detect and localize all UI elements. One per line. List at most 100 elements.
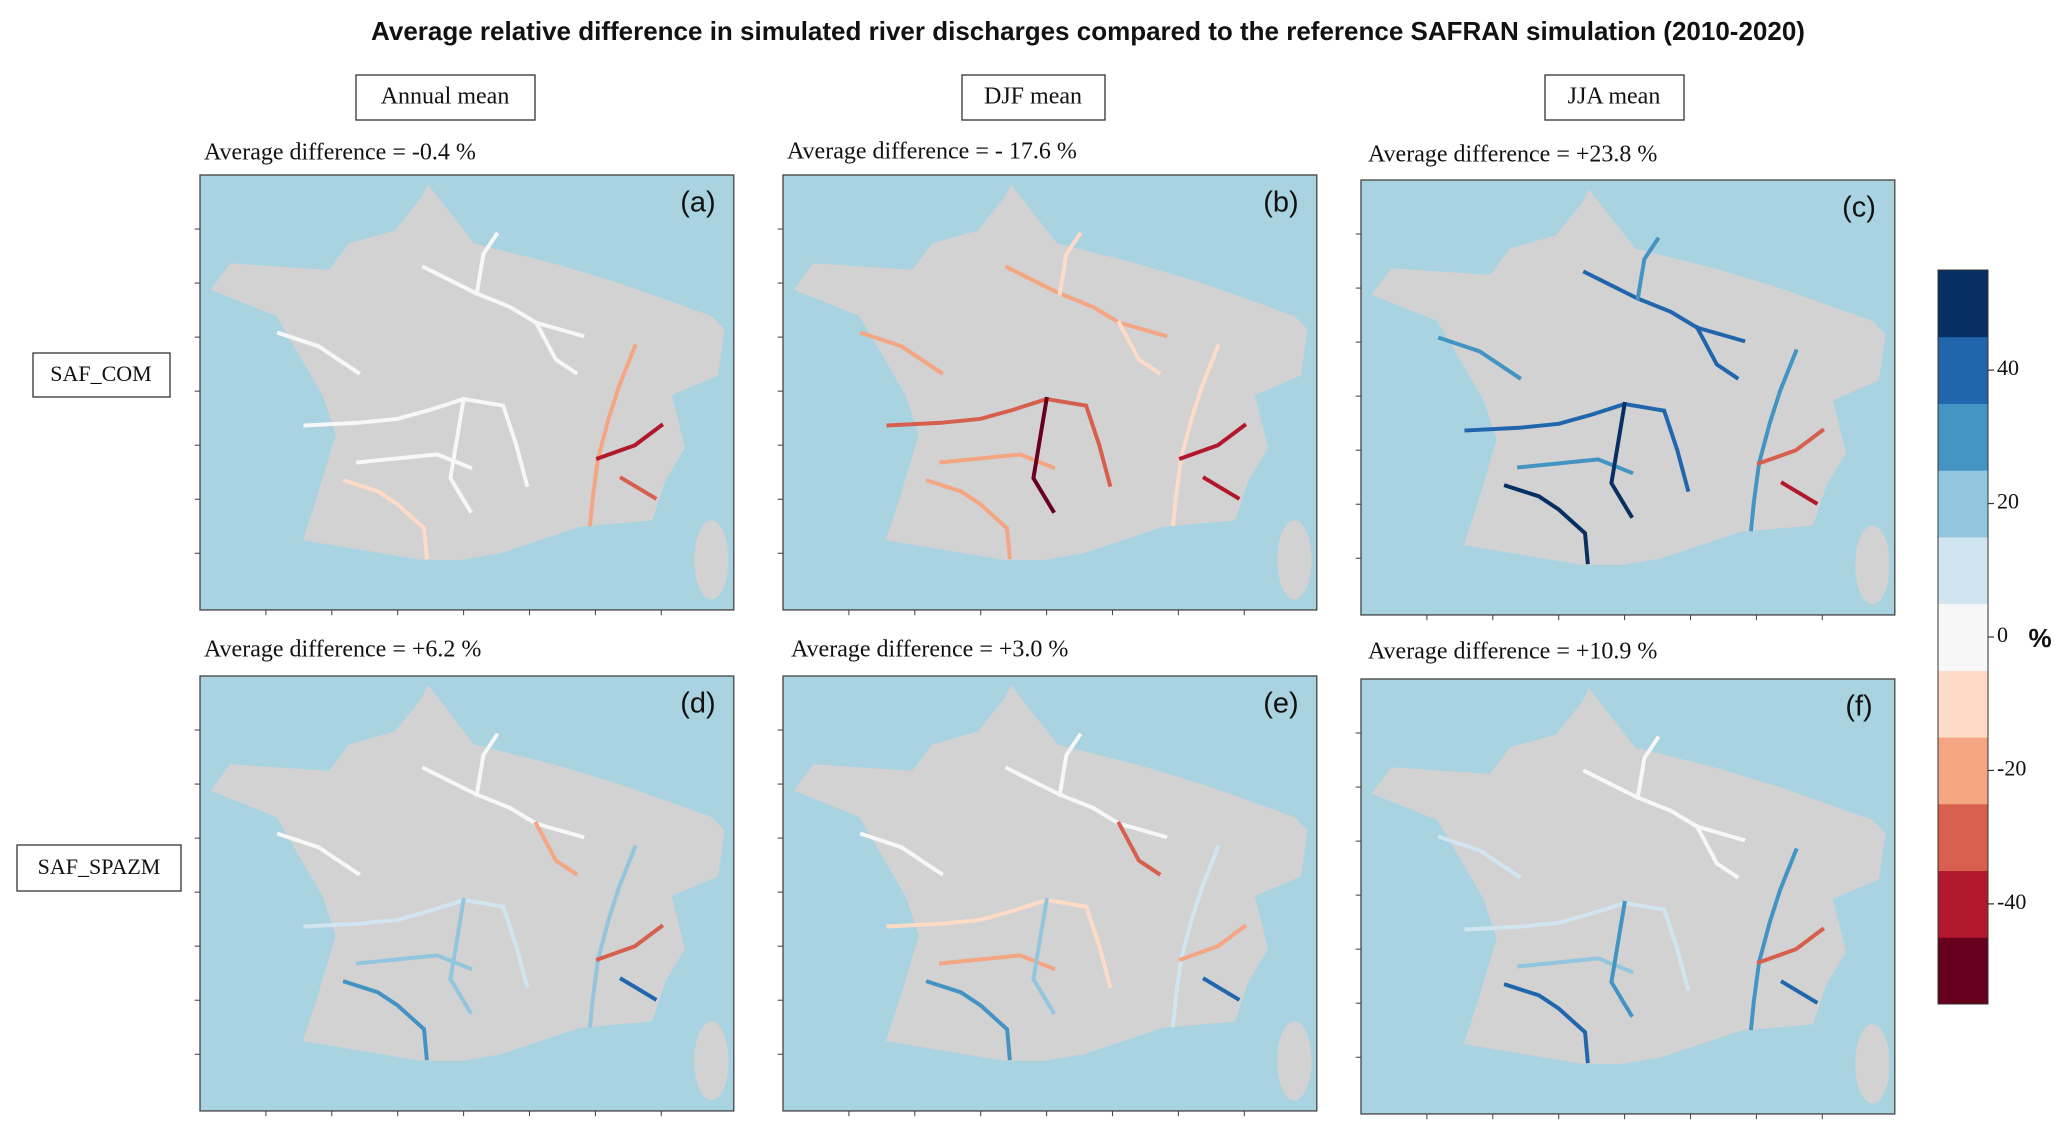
river bbox=[587, 343, 638, 527]
average-difference: Average difference = - 17.6 % bbox=[787, 139, 1077, 165]
panel-label: (e) bbox=[1263, 688, 1298, 720]
column-header: DJF mean bbox=[961, 74, 1106, 121]
colorbar-unit: % bbox=[2028, 623, 2051, 653]
river bbox=[1170, 343, 1221, 527]
river bbox=[1503, 982, 1590, 1064]
panels: Average difference = -0.4 % (a) Average di… bbox=[194, 139, 1896, 1120]
river bbox=[1057, 732, 1083, 797]
map-panel bbox=[777, 675, 1318, 1117]
river bbox=[533, 820, 579, 877]
river bbox=[1464, 901, 1691, 992]
river bbox=[1437, 335, 1522, 381]
colorbar-band bbox=[1938, 737, 1988, 805]
corsica bbox=[694, 1021, 729, 1101]
map-panel bbox=[1355, 678, 1896, 1120]
colorbar-tick-label: 20 bbox=[1997, 489, 2019, 514]
corsica bbox=[1855, 1024, 1890, 1104]
river bbox=[1756, 427, 1826, 466]
river bbox=[533, 319, 579, 376]
river bbox=[421, 264, 585, 339]
river bbox=[474, 732, 500, 797]
panel-label: (d) bbox=[680, 688, 715, 720]
average-difference: Average difference = +23.8 % bbox=[1368, 142, 1657, 168]
panel-label: (b) bbox=[1263, 187, 1298, 219]
colorbar-band bbox=[1938, 803, 1988, 872]
colorbar-band bbox=[1938, 670, 1988, 738]
river bbox=[1694, 324, 1740, 381]
colorbar-band bbox=[1938, 536, 1988, 605]
river bbox=[1031, 897, 1056, 1015]
map-panel bbox=[194, 675, 735, 1117]
map-panel bbox=[194, 174, 735, 616]
river bbox=[276, 831, 361, 877]
colorbar-band bbox=[1938, 403, 1988, 471]
river bbox=[448, 396, 473, 514]
map-panel bbox=[777, 174, 1318, 616]
river bbox=[1202, 976, 1241, 1002]
colorbar-band bbox=[1938, 937, 1988, 1005]
river bbox=[1004, 765, 1168, 840]
river bbox=[1609, 900, 1634, 1018]
river bbox=[1116, 319, 1162, 376]
average-difference: Average difference = +3.0 % bbox=[791, 637, 1068, 663]
river bbox=[1748, 847, 1799, 1031]
river bbox=[421, 765, 585, 840]
river bbox=[1694, 823, 1740, 880]
colorbar-tick-label: 0 bbox=[1997, 622, 2008, 647]
colorbar-band bbox=[1938, 336, 1988, 404]
river bbox=[1116, 820, 1162, 877]
river bbox=[342, 478, 429, 560]
average-difference: Average difference = -0.4 % bbox=[204, 140, 476, 166]
river bbox=[619, 976, 658, 1002]
river bbox=[474, 231, 500, 296]
row-label: SAF_COM bbox=[50, 361, 151, 386]
panel-label: (f) bbox=[1845, 691, 1872, 723]
river bbox=[303, 397, 530, 488]
river bbox=[1780, 979, 1819, 1005]
river bbox=[1609, 401, 1634, 519]
river bbox=[595, 422, 665, 461]
figure-title: Average relative difference in simulated… bbox=[371, 16, 1805, 46]
column-label: DJF mean bbox=[984, 84, 1082, 110]
river bbox=[1780, 480, 1819, 506]
river bbox=[1582, 269, 1746, 344]
colorbar-band bbox=[1938, 870, 1988, 938]
river bbox=[1031, 396, 1056, 514]
river bbox=[587, 844, 638, 1028]
colorbar: 40 20 0 -20 -40% bbox=[1937, 269, 2052, 1005]
river bbox=[342, 979, 429, 1061]
river bbox=[1170, 844, 1221, 1028]
river bbox=[886, 898, 1113, 989]
map-panel bbox=[1355, 179, 1896, 621]
river bbox=[886, 397, 1113, 488]
river bbox=[859, 330, 944, 376]
river bbox=[1503, 483, 1590, 565]
column-header: Annual mean bbox=[355, 74, 536, 121]
river bbox=[303, 898, 530, 989]
river bbox=[1635, 735, 1661, 800]
river bbox=[1202, 475, 1241, 501]
row-header: SAF_SPAZM bbox=[16, 844, 182, 892]
colorbar-tick-label: 40 bbox=[1997, 355, 2019, 380]
river bbox=[1748, 348, 1799, 532]
river bbox=[619, 475, 658, 501]
river bbox=[1437, 834, 1522, 880]
river bbox=[1004, 264, 1168, 339]
column-header: JJA mean bbox=[1544, 74, 1685, 121]
river bbox=[859, 831, 944, 877]
average-difference: Average difference = +10.9 % bbox=[1368, 639, 1657, 665]
river bbox=[276, 330, 361, 376]
river bbox=[1635, 236, 1661, 301]
panel-label: (c) bbox=[1842, 192, 1876, 224]
column-label: JJA mean bbox=[1568, 84, 1661, 110]
colorbar-band bbox=[1938, 270, 1988, 338]
river bbox=[1464, 402, 1691, 493]
river bbox=[1057, 231, 1083, 296]
average-difference: Average difference = +6.2 % bbox=[204, 637, 481, 663]
river bbox=[595, 923, 665, 962]
corsica bbox=[1277, 1021, 1312, 1101]
corsica bbox=[1277, 520, 1312, 600]
column-label: Annual mean bbox=[381, 84, 510, 110]
river bbox=[1582, 768, 1746, 843]
